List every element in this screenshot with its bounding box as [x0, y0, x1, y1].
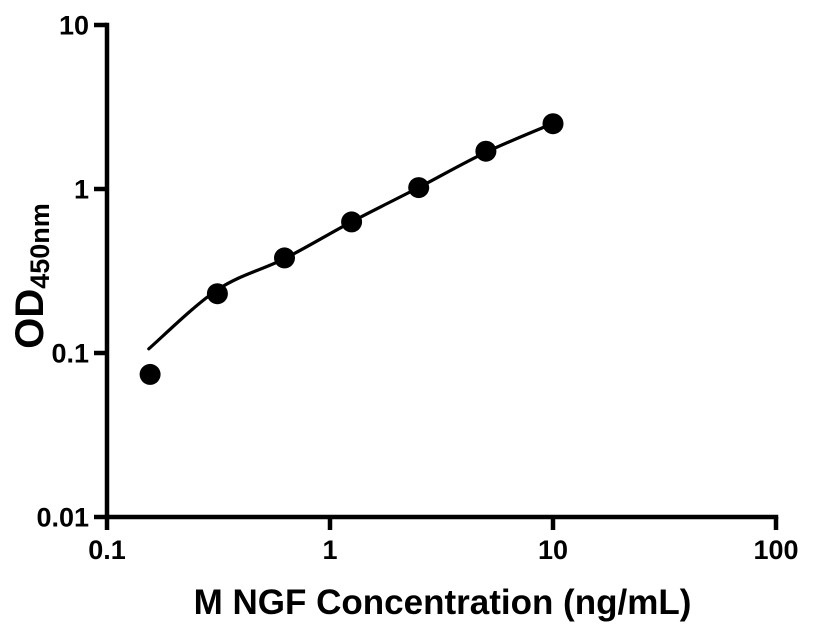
x-tick-label: 100	[753, 535, 798, 565]
y-axis-title-subscript: 450nm	[25, 203, 55, 289]
y-tick-label: 10	[59, 11, 89, 41]
x-tick-label: 0.1	[88, 535, 126, 565]
data-point-marker	[542, 113, 564, 135]
y-tick-label: 0.01	[36, 503, 89, 533]
x-axis-title: M NGF Concentration (ng/mL)	[193, 583, 692, 622]
y-axis-title-main: OD	[8, 288, 52, 349]
y-tick-label: 0.1	[51, 339, 89, 369]
data-point-marker	[139, 363, 161, 385]
data-point-marker	[408, 177, 430, 199]
data-point-marker	[475, 140, 497, 162]
y-tick-label: 1	[74, 175, 89, 205]
data-point-marker	[274, 247, 295, 269]
x-tick-label: 10	[538, 535, 568, 565]
data-point-marker	[341, 211, 363, 233]
data-point-marker	[206, 283, 228, 305]
x-tick-label: 1	[322, 535, 337, 565]
y-axis-title: OD450nm	[8, 203, 56, 349]
